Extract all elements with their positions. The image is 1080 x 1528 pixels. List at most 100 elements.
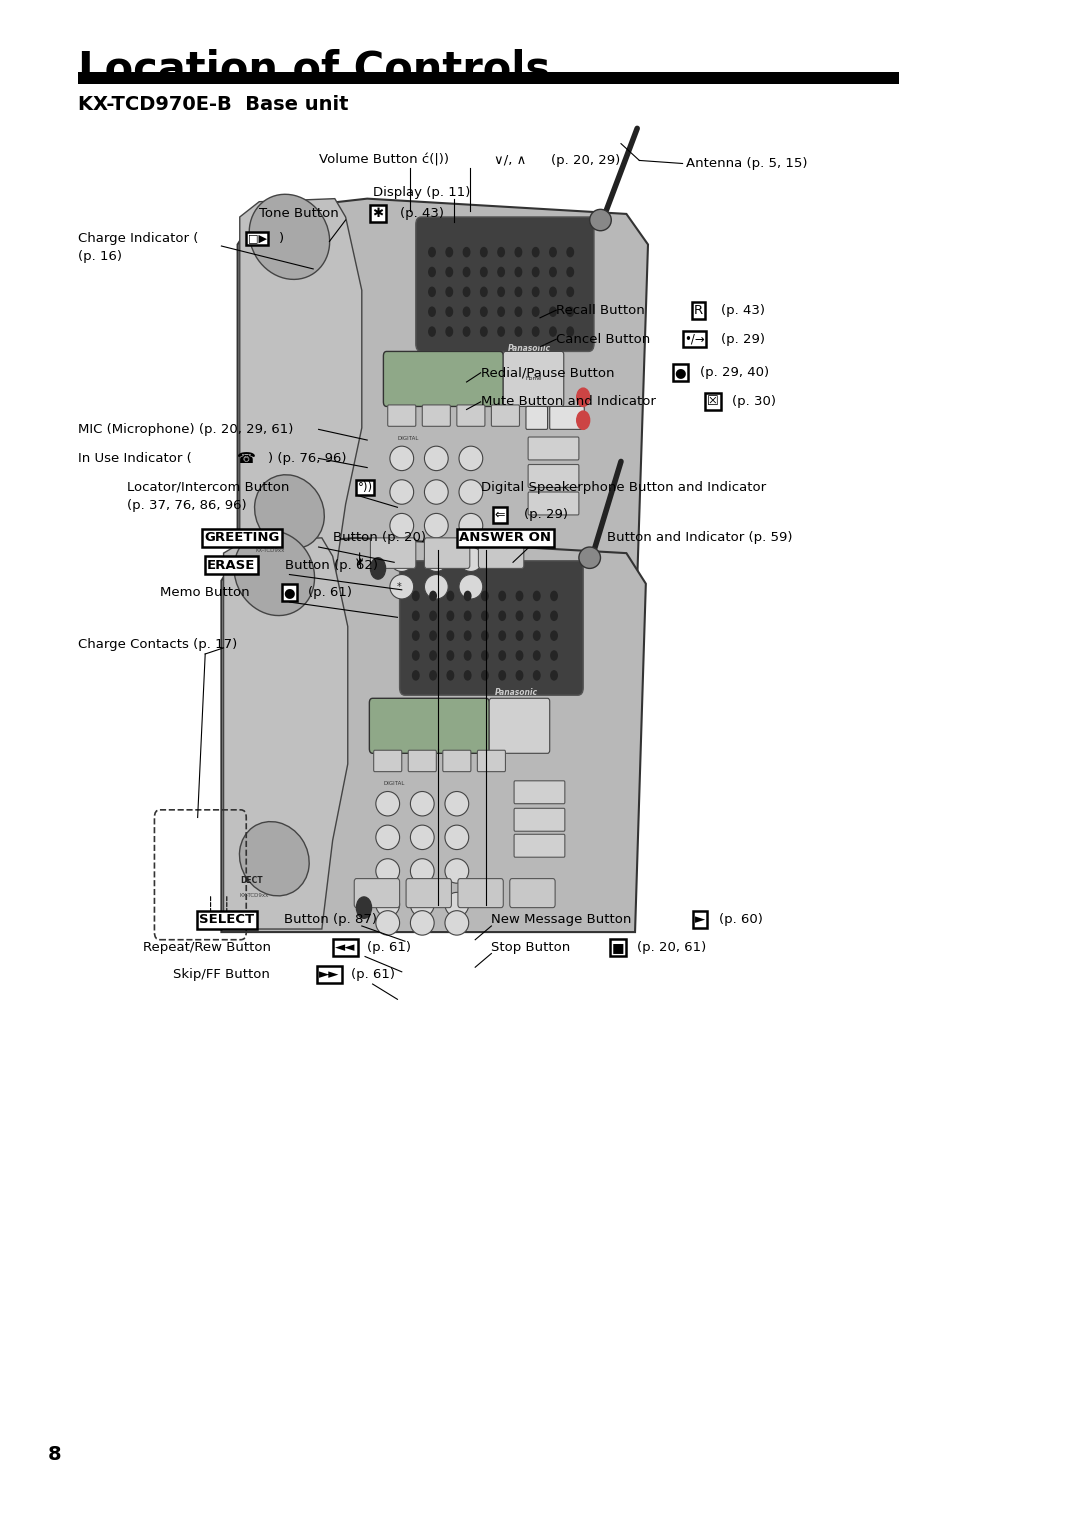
Text: (p. 29): (p. 29) — [721, 333, 766, 345]
Circle shape — [515, 267, 522, 277]
Circle shape — [464, 591, 471, 601]
Ellipse shape — [424, 480, 448, 504]
Circle shape — [516, 651, 523, 660]
FancyBboxPatch shape — [374, 750, 402, 772]
Text: Location of Controls: Location of Controls — [78, 49, 550, 90]
Circle shape — [463, 287, 470, 296]
Text: ✱: ✱ — [373, 208, 383, 220]
Circle shape — [413, 611, 419, 620]
Text: ►►: ►► — [320, 969, 339, 981]
Text: ANSWER ON: ANSWER ON — [459, 532, 552, 544]
Circle shape — [534, 671, 540, 680]
Circle shape — [551, 631, 557, 640]
Circle shape — [429, 267, 435, 277]
Circle shape — [464, 651, 471, 660]
Text: Home: Home — [525, 376, 542, 382]
Text: DIGITAL: DIGITAL — [397, 435, 419, 442]
Ellipse shape — [234, 530, 314, 616]
Circle shape — [481, 307, 487, 316]
Circle shape — [515, 287, 522, 296]
Ellipse shape — [390, 513, 414, 538]
Circle shape — [430, 611, 436, 620]
FancyBboxPatch shape — [424, 538, 470, 568]
Text: ☒: ☒ — [707, 396, 718, 408]
Text: DECT: DECT — [240, 876, 262, 885]
FancyBboxPatch shape — [406, 879, 451, 908]
Circle shape — [499, 671, 505, 680]
FancyBboxPatch shape — [422, 405, 450, 426]
Text: ►: ► — [694, 914, 705, 926]
Text: Repeat/Rew Button: Repeat/Rew Button — [143, 941, 271, 953]
Ellipse shape — [445, 859, 469, 883]
Circle shape — [499, 651, 505, 660]
Text: Stop Button: Stop Button — [491, 941, 570, 953]
FancyBboxPatch shape — [408, 750, 436, 772]
Circle shape — [429, 307, 435, 316]
Polygon shape — [240, 199, 362, 578]
Text: (p. 29, 40): (p. 29, 40) — [700, 367, 769, 379]
Circle shape — [532, 248, 539, 257]
FancyBboxPatch shape — [477, 750, 505, 772]
Text: In Use Indicator (: In Use Indicator ( — [78, 452, 191, 465]
Circle shape — [551, 591, 557, 601]
Circle shape — [551, 611, 557, 620]
Circle shape — [463, 307, 470, 316]
Text: (p. 30): (p. 30) — [732, 396, 777, 408]
FancyBboxPatch shape — [489, 698, 550, 753]
Circle shape — [447, 611, 454, 620]
Circle shape — [413, 671, 419, 680]
Circle shape — [567, 248, 573, 257]
Circle shape — [532, 287, 539, 296]
Circle shape — [430, 671, 436, 680]
Circle shape — [499, 631, 505, 640]
Text: Charge Indicator (: Charge Indicator ( — [78, 232, 198, 244]
Text: ): ) — [279, 232, 284, 244]
Text: (p. 37, 76, 86, 96): (p. 37, 76, 86, 96) — [127, 500, 247, 512]
Ellipse shape — [390, 575, 414, 599]
Text: Locator/Intercom Button: Locator/Intercom Button — [127, 481, 289, 494]
Text: KX-TCD9xx: KX-TCD9xx — [240, 892, 269, 898]
Ellipse shape — [410, 825, 434, 850]
FancyBboxPatch shape — [400, 561, 583, 695]
Circle shape — [567, 327, 573, 336]
Circle shape — [430, 631, 436, 640]
Polygon shape — [224, 538, 348, 929]
Circle shape — [516, 631, 523, 640]
Ellipse shape — [376, 911, 400, 935]
FancyBboxPatch shape — [514, 834, 565, 857]
Text: ●: ● — [675, 367, 686, 379]
Ellipse shape — [410, 911, 434, 935]
Circle shape — [463, 267, 470, 277]
Text: ⇐: ⇐ — [495, 509, 505, 521]
Ellipse shape — [459, 547, 483, 571]
Circle shape — [447, 651, 454, 660]
Circle shape — [481, 287, 487, 296]
Text: (p. 60): (p. 60) — [719, 914, 764, 926]
Ellipse shape — [590, 209, 611, 231]
Text: (p. 20, 29): (p. 20, 29) — [551, 154, 620, 167]
Text: (p. 61): (p. 61) — [367, 941, 411, 953]
Ellipse shape — [376, 792, 400, 816]
FancyBboxPatch shape — [528, 437, 579, 460]
Circle shape — [516, 671, 523, 680]
Circle shape — [482, 671, 488, 680]
Ellipse shape — [424, 446, 448, 471]
Text: Recall Button: Recall Button — [556, 304, 645, 316]
Circle shape — [498, 267, 504, 277]
Text: ●: ● — [284, 587, 295, 599]
Ellipse shape — [459, 446, 483, 471]
Ellipse shape — [459, 575, 483, 599]
Ellipse shape — [376, 825, 400, 850]
Circle shape — [498, 248, 504, 257]
Circle shape — [499, 591, 505, 601]
Text: Button (p. 87): Button (p. 87) — [284, 914, 377, 926]
FancyBboxPatch shape — [528, 465, 579, 487]
FancyBboxPatch shape — [354, 879, 400, 908]
Circle shape — [550, 267, 556, 277]
Ellipse shape — [424, 547, 448, 571]
Text: MIC (Microphone) (p. 20, 29, 61): MIC (Microphone) (p. 20, 29, 61) — [78, 423, 293, 435]
Circle shape — [532, 267, 539, 277]
Circle shape — [550, 248, 556, 257]
Text: ■: ■ — [611, 941, 624, 953]
Circle shape — [499, 611, 505, 620]
